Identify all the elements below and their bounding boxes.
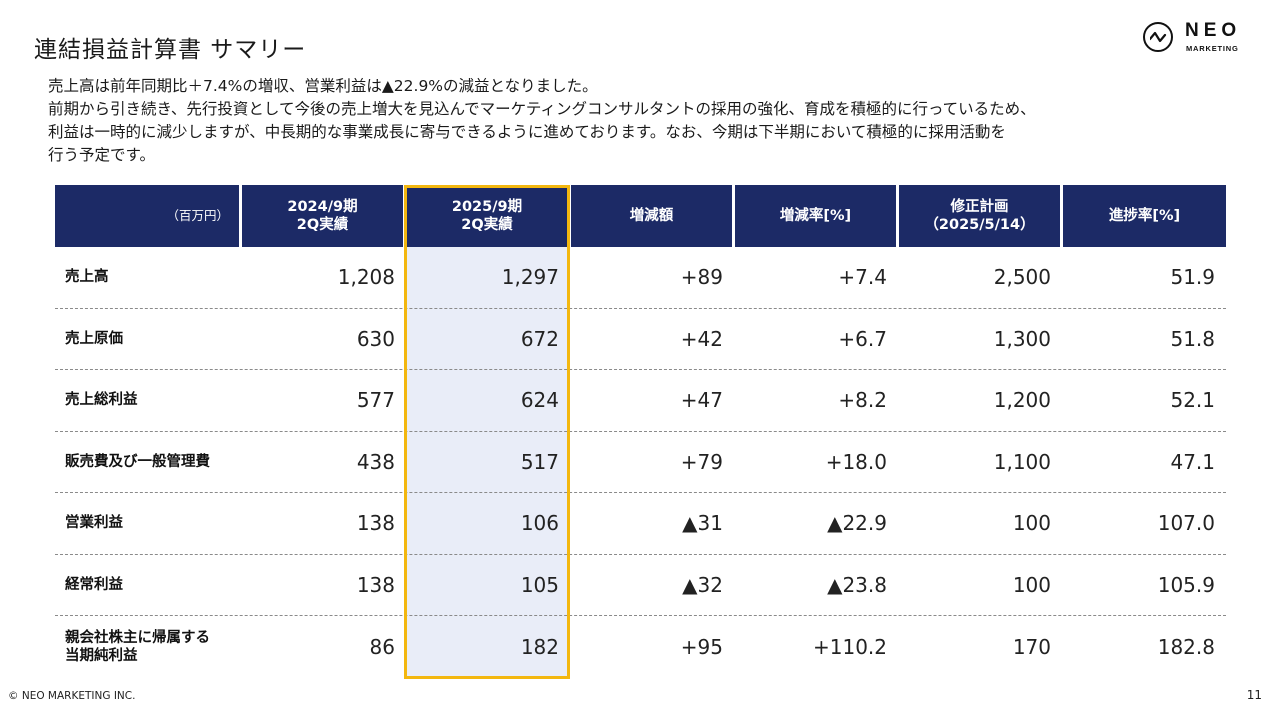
table-cell: 577: [356, 388, 395, 413]
table-cell: +8.2: [838, 388, 887, 413]
table-row: 売上総利益 577 624 +47 +8.2 1,200 52.1: [55, 370, 1226, 432]
table-cell: +79: [680, 449, 723, 474]
copyright: © NEO MARKETING INC.: [8, 690, 136, 702]
table-row: 売上高 1,208 1,297 +89 +7.4 2,500 51.9: [55, 247, 1226, 309]
table-cell: 107.0: [1157, 511, 1215, 536]
table-cell: +18.0: [825, 449, 887, 474]
table-cell: 1,300: [993, 326, 1051, 351]
table-row: 営業利益 138 106 ▲31 ▲22.9 100 107.0: [55, 493, 1226, 555]
table-cell: 182.8: [1157, 634, 1215, 659]
table-cell: 1,200: [993, 388, 1051, 413]
table-cell: 170: [1012, 634, 1051, 659]
header-revised-plan: 修正計画 （2025/5/14）: [899, 185, 1060, 247]
table-row: 経常利益 138 105 ▲32 ▲23.8 100 105.9: [55, 555, 1226, 616]
table-cell: 51.9: [1170, 265, 1215, 290]
table-cell: 182: [520, 634, 559, 659]
summary-text: 売上高は前年同期比＋7.4%の増収、営業利益は▲22.9%の減益となりました。 …: [48, 75, 1036, 167]
table-row: 販売費及び一般管理費 438 517 +79 +18.0 1,100 47.1: [55, 432, 1226, 493]
header-progress-rate: 進捗率[%]: [1063, 185, 1226, 247]
table-cell: 1,208: [337, 265, 395, 290]
header-change-rate: 増減率[%]: [735, 185, 896, 247]
row-label: 販売費及び一般管理費: [65, 432, 210, 493]
unit-label: （百万円）: [166, 208, 229, 223]
header-change-amount: 増減額: [571, 185, 732, 247]
header-line: 進捗率[%]: [1108, 208, 1181, 224]
header-line: 2025/9期: [451, 199, 523, 215]
row-label-line: 販売費及び一般管理費: [65, 453, 210, 470]
table-cell: 630: [356, 326, 395, 351]
table-cell: 1,100: [993, 449, 1051, 474]
page-number: 11: [1246, 688, 1262, 702]
row-label-line: 親会社株主に帰属する: [65, 629, 210, 646]
row-label-line: 売上総利益: [65, 392, 138, 409]
table-cell: 106: [520, 511, 559, 536]
neo-marketing-logo: NEO MARKETING: [1143, 20, 1255, 62]
table-cell: 47.1: [1170, 449, 1215, 474]
row-label: 親会社株主に帰属する 当期純利益: [65, 616, 210, 678]
row-label-line: 売上高: [65, 269, 109, 286]
summary-line: 売上高は前年同期比＋7.4%の増収、営業利益は▲22.9%の減益となりました。: [48, 77, 598, 95]
income-statement-table: （百万円） 2024/9期 2Q実績 2025/9期 2Q実績 増減額 増減率[…: [55, 185, 1226, 678]
table-cell: +110.2: [812, 634, 887, 659]
summary-line: 前期から引き続き、先行投資として今後の売上増大を見込んでマーケティングコンサルタ…: [48, 100, 1036, 118]
table-cell: 2,500: [993, 265, 1051, 290]
table-row: 売上原価 630 672 +42 +6.7 1,300 51.8: [55, 309, 1226, 370]
row-label: 売上高: [65, 247, 109, 308]
table-cell: 138: [356, 572, 395, 597]
pulse-wave-icon: [1150, 31, 1167, 43]
logo-circle-icon: [1143, 22, 1173, 52]
row-label-line: 営業利益: [65, 515, 123, 532]
header-line: 2Q実績: [296, 217, 349, 233]
table-cell: 517: [520, 449, 559, 474]
table-cell: 86: [369, 634, 395, 659]
row-label-line: 経常利益: [65, 576, 123, 593]
header-line: 増減額: [629, 208, 674, 224]
table-cell: 105: [520, 572, 559, 597]
table-cell: 100: [1012, 572, 1051, 597]
table-cell: +95: [680, 634, 723, 659]
header-line: 修正計画: [950, 199, 1009, 215]
row-label: 売上原価: [65, 309, 123, 370]
header-current-2q: 2025/9期 2Q実績: [406, 185, 568, 247]
table-cell: ▲32: [682, 572, 723, 597]
table-cell: +42: [680, 326, 723, 351]
row-label: 経常利益: [65, 555, 123, 616]
table-cell: 438: [356, 449, 395, 474]
header-prev-2q: 2024/9期 2Q実績: [242, 185, 403, 247]
row-label-line: 売上原価: [65, 330, 123, 347]
row-label-line: 当期純利益: [65, 647, 138, 664]
table-cell: ▲31: [682, 511, 723, 536]
table-cell: 105.9: [1157, 572, 1215, 597]
page-title: 連結損益計算書 サマリー: [34, 37, 307, 63]
table-body: 売上高 1,208 1,297 +89 +7.4 2,500 51.9 売上原価 630 672 +…: [55, 247, 1226, 678]
table-cell: 100: [1012, 511, 1051, 536]
row-label: 売上総利益: [65, 370, 138, 431]
summary-line: 利益は一時的に減少しますが、中長期的な事業成長に寄与できるように進めております。…: [48, 123, 1006, 141]
row-label: 営業利益: [65, 493, 123, 554]
header-line: 2024/9期: [287, 199, 358, 215]
table-cell: +7.4: [838, 265, 887, 290]
table-cell: +6.7: [838, 326, 887, 351]
table-cell: ▲23.8: [827, 572, 887, 597]
header-line: 増減率[%]: [779, 208, 852, 224]
unit-header: （百万円）: [55, 185, 239, 247]
table-cell: 624: [520, 388, 559, 413]
header-line: （2025/5/14）: [924, 217, 1035, 233]
summary-line: 行う予定です。: [48, 146, 155, 164]
table-cell: 52.1: [1170, 388, 1215, 413]
highlight-column-background: [406, 247, 568, 677]
logo-word: NEO: [1185, 20, 1242, 41]
table-cell: 138: [356, 511, 395, 536]
table-cell: +89: [680, 265, 723, 290]
table-row: 親会社株主に帰属する 当期純利益 86 182 +95 +110.2 170 182.8: [55, 616, 1226, 678]
table-cell: 672: [520, 326, 559, 351]
table-cell: +47: [680, 388, 723, 413]
table-cell: 1,297: [501, 265, 559, 290]
header-line: 2Q実績: [461, 217, 513, 233]
logo-subtitle: MARKETING: [1186, 44, 1239, 53]
table-cell: 51.8: [1170, 326, 1215, 351]
table-header-row: （百万円） 2024/9期 2Q実績 2025/9期 2Q実績 増減額 増減率[…: [55, 185, 1226, 247]
table-cell: ▲22.9: [827, 511, 887, 536]
